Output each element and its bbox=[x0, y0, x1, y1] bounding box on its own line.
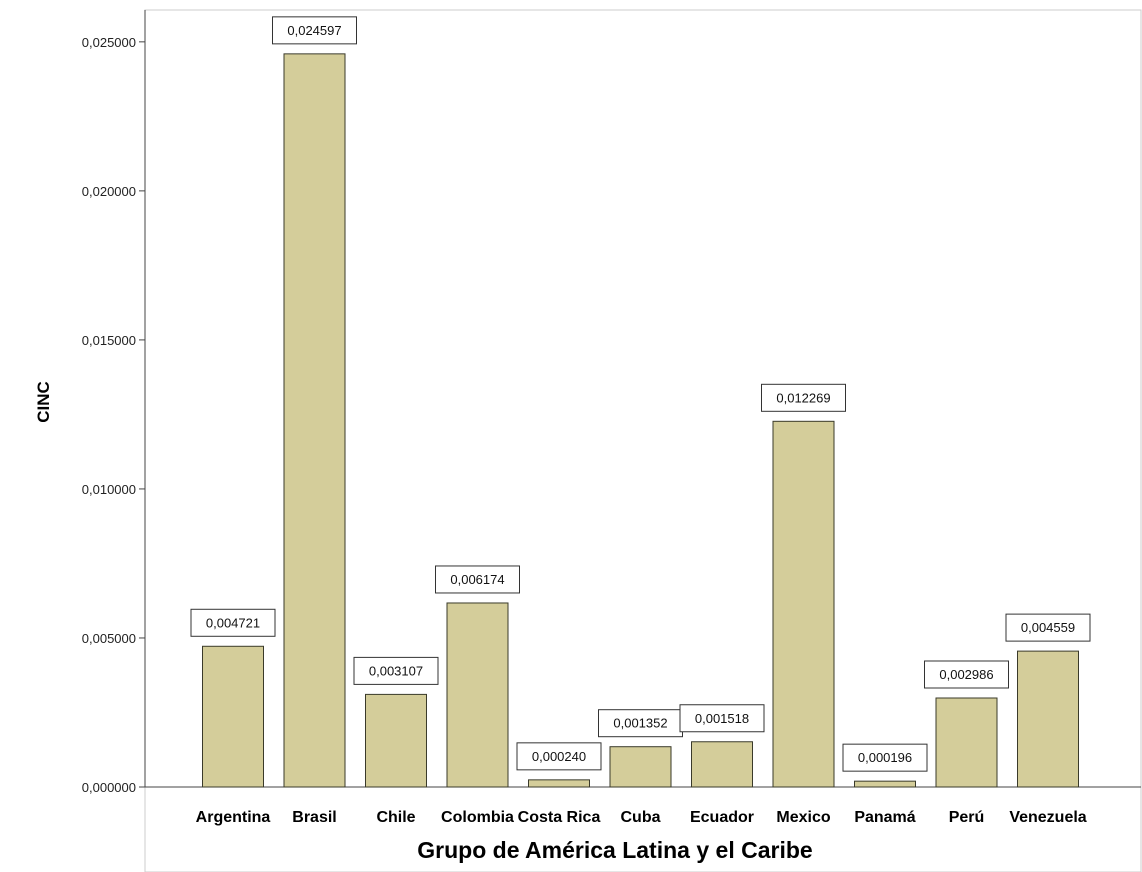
bar-costa-rica bbox=[528, 779, 590, 788]
data-label-box bbox=[516, 742, 602, 771]
x-tick-label: Cuba bbox=[621, 809, 661, 826]
data-label: 0,002986 bbox=[924, 660, 1009, 689]
x-tick-label: Brasil bbox=[292, 809, 336, 826]
bar-mexico bbox=[772, 420, 835, 788]
y-tick-label: 0,000000 bbox=[82, 780, 136, 795]
data-label-box bbox=[679, 704, 765, 733]
data-label-text: 0,012269 bbox=[776, 390, 830, 405]
x-tick-label: Ecuador bbox=[690, 809, 754, 826]
bar-argentina bbox=[202, 645, 264, 788]
data-label-text: 0,000196 bbox=[858, 750, 912, 765]
data-label-text: 0,002986 bbox=[939, 667, 993, 682]
x-tick-label: Venezuela bbox=[1009, 809, 1086, 826]
y-tick-label: 0,005000 bbox=[82, 631, 136, 646]
x-tick-label: Argentina bbox=[196, 809, 271, 826]
x-tick-label: Mexico bbox=[776, 809, 830, 826]
bar-panamá bbox=[854, 780, 916, 788]
x-tick-label: Colombia bbox=[441, 809, 514, 826]
data-label: 0,006174 bbox=[435, 565, 520, 594]
data-label: 0,012269 bbox=[761, 383, 846, 412]
data-label-text: 0,003107 bbox=[369, 663, 423, 678]
x-tick-label: Costa Rica bbox=[518, 809, 601, 826]
data-label: 0,000196 bbox=[842, 743, 928, 772]
x-tick-label: Perú bbox=[949, 809, 985, 826]
data-label: 0,001352 bbox=[598, 709, 683, 738]
data-label-box bbox=[761, 383, 846, 412]
data-label-box bbox=[598, 709, 683, 738]
data-label-box bbox=[353, 656, 439, 685]
data-label: 0,001518 bbox=[679, 704, 765, 733]
data-label: 0,000240 bbox=[516, 742, 602, 771]
bar-ecuador bbox=[691, 741, 753, 788]
data-label-box bbox=[435, 565, 520, 594]
y-axis-label: CINC bbox=[34, 381, 53, 423]
data-label-box bbox=[272, 16, 357, 45]
y-tick-label: 0,020000 bbox=[82, 184, 136, 199]
bar-chile bbox=[365, 693, 427, 788]
bar-colombia bbox=[446, 602, 509, 788]
data-label-box bbox=[1005, 613, 1091, 642]
x-axis-label: Grupo de América Latina y el Caribe bbox=[417, 837, 812, 863]
data-label-text: 0,000240 bbox=[532, 749, 586, 764]
y-tick-label: 0,015000 bbox=[82, 333, 136, 348]
data-label: 0,004721 bbox=[190, 608, 276, 637]
data-label-text: 0,006174 bbox=[450, 572, 504, 587]
bar-cuba bbox=[609, 746, 672, 788]
x-tick-label: Panamá bbox=[854, 809, 915, 826]
data-label: 0,004559 bbox=[1005, 613, 1091, 642]
bar-perú bbox=[935, 697, 998, 788]
data-label-box bbox=[924, 660, 1009, 689]
x-tick-label: Chile bbox=[376, 809, 415, 826]
bar-brasil bbox=[283, 53, 346, 788]
bar-venezuela bbox=[1017, 650, 1079, 788]
y-tick-label: 0,010000 bbox=[82, 482, 136, 497]
y-tick-label: 0,025000 bbox=[82, 35, 136, 50]
data-label-text: 0,004559 bbox=[1021, 620, 1075, 635]
data-label-text: 0,001352 bbox=[613, 716, 667, 731]
data-label-box bbox=[190, 608, 276, 637]
data-label: 0,024597 bbox=[272, 16, 357, 45]
data-label-text: 0,004721 bbox=[206, 615, 260, 630]
data-label-text: 0,001518 bbox=[695, 711, 749, 726]
data-label: 0,003107 bbox=[353, 656, 439, 685]
data-label-text: 0,024597 bbox=[287, 23, 341, 38]
data-label-box bbox=[842, 743, 928, 772]
